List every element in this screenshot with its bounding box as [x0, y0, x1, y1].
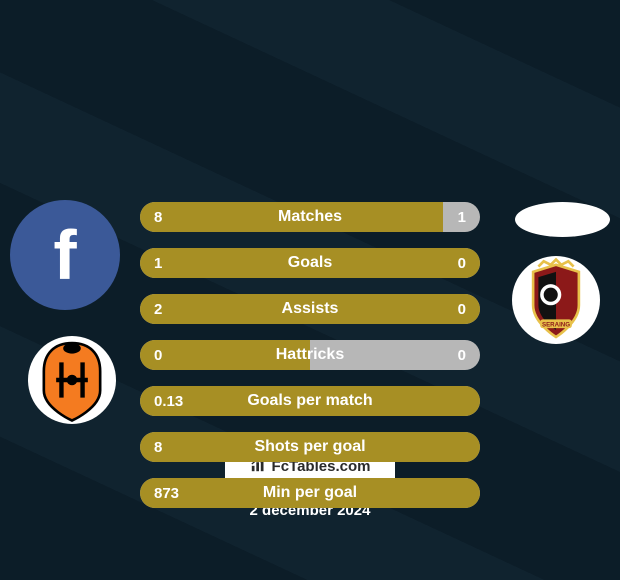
stat-row: 8Shots per goal	[140, 432, 480, 462]
facebook-icon: f	[10, 200, 120, 310]
club-badge-right: SERAING	[512, 256, 600, 344]
stat-row: 873Min per goal	[140, 478, 480, 508]
stat-label: Matches	[140, 208, 480, 226]
stat-right-value: 1	[458, 209, 466, 226]
stat-label: Min per goal	[140, 484, 480, 502]
player-avatar-left: f	[10, 200, 120, 310]
club-badge-left	[28, 336, 116, 424]
stat-row: 1Goals0	[140, 248, 480, 278]
player-avatar-right	[515, 202, 610, 237]
stat-label: Assists	[140, 300, 480, 318]
stat-label: Shots per goal	[140, 438, 480, 456]
stat-row: 0.13Goals per match	[140, 386, 480, 416]
stat-label: Goals per match	[140, 392, 480, 410]
blank-avatar-icon	[515, 202, 610, 237]
stat-row: 0Hattricks0	[140, 340, 480, 370]
svg-text:SERAING: SERAING	[542, 321, 570, 328]
stat-row: 8Matches1	[140, 202, 480, 232]
stat-right-value: 0	[458, 255, 466, 272]
stat-label: Goals	[140, 254, 480, 272]
stat-label: Hattricks	[140, 346, 480, 364]
stat-row: 2Assists0	[140, 294, 480, 324]
stat-right-value: 0	[458, 347, 466, 364]
stat-right-value: 0	[458, 301, 466, 318]
